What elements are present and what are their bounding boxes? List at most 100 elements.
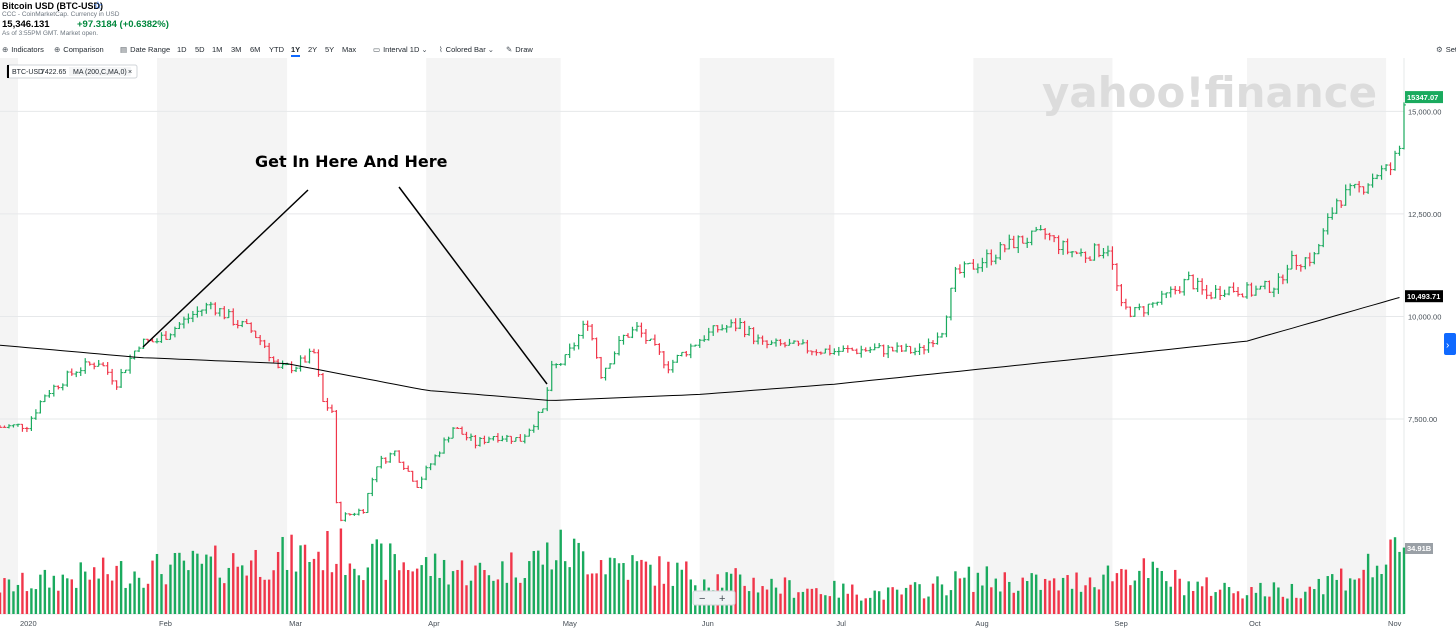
- volume-bar: [182, 560, 186, 614]
- volume-bar: [375, 539, 378, 614]
- star-icon[interactable]: ☆: [93, 0, 103, 12]
- volume-bar: [357, 575, 361, 614]
- volume-bar: [12, 591, 15, 614]
- volume-bar: [1353, 579, 1356, 614]
- volume-bar: [1286, 598, 1289, 614]
- volume-bar: [734, 568, 737, 614]
- volume-bar: [205, 554, 208, 614]
- volume-bar: [532, 550, 535, 614]
- volume-bar: [837, 597, 841, 614]
- range-1d[interactable]: 1D: [177, 45, 187, 54]
- volume-bar: [303, 544, 307, 614]
- plus-circle-icon: ⊕: [2, 45, 9, 54]
- volume-bar: [1344, 590, 1347, 614]
- volume-bar: [155, 553, 159, 614]
- volume-bar: [1043, 578, 1047, 614]
- volume-bar: [815, 588, 818, 614]
- volume-bar: [317, 551, 320, 614]
- range-3m[interactable]: 3M: [231, 45, 242, 54]
- volume-bar: [658, 556, 661, 614]
- volume-bar: [909, 584, 912, 614]
- chart-type-label: Colored Bar: [445, 45, 486, 54]
- volume-bar: [25, 591, 29, 614]
- draw-button[interactable]: ✎ Draw: [506, 45, 533, 54]
- comparison-button[interactable]: ⊕ Comparison: [54, 45, 104, 54]
- volume-bar: [312, 558, 316, 614]
- volume-bar: [353, 568, 356, 614]
- volume-bar: [1308, 586, 1312, 614]
- volume-bar: [846, 593, 849, 614]
- volume-bar: [1299, 598, 1303, 614]
- range-5y[interactable]: 5Y: [325, 45, 335, 54]
- current-price: 15,346.131: [2, 19, 50, 30]
- volume-bar: [249, 560, 253, 614]
- expand-box[interactable]: [1444, 333, 1456, 355]
- price-chart[interactable]: yahoo!finance Get In Here And Here 7,500…: [0, 58, 1456, 640]
- volume-bar: [43, 569, 47, 614]
- volume-bar: [115, 565, 118, 614]
- volume-bar: [321, 570, 325, 614]
- volume-bar: [88, 579, 91, 614]
- volume-bar: [860, 600, 863, 614]
- legend-close-icon[interactable]: ×: [128, 69, 132, 76]
- volume-bar: [738, 574, 742, 614]
- volume-bar: [245, 575, 248, 614]
- volume-bar: [191, 550, 195, 614]
- indicators-button[interactable]: ⊕ Indicators: [2, 45, 44, 54]
- interval-button[interactable]: ▭ Interval 1D ⌄: [373, 45, 431, 54]
- volume-bar: [900, 594, 903, 614]
- volume-bar: [393, 554, 396, 614]
- market-time: As of 3:55PM GMT. Market open.: [2, 30, 99, 37]
- expand-panel-button[interactable]: ›: [1444, 333, 1456, 355]
- volume-bar: [1115, 573, 1119, 614]
- volume-bar: [514, 577, 518, 614]
- settings-button[interactable]: ⚙ Set: [1436, 45, 1456, 54]
- volume-bar: [963, 577, 966, 614]
- volume-bar: [474, 565, 477, 614]
- date-range-label: Date Range: [130, 45, 171, 54]
- range-1m[interactable]: 1M: [212, 45, 223, 54]
- volume-bar: [608, 557, 612, 614]
- volume-bar: [119, 561, 123, 614]
- zoom-out-button[interactable]: −: [699, 593, 705, 605]
- range-5d[interactable]: 5D: [195, 45, 205, 54]
- volume-bar: [886, 587, 890, 614]
- volume-bar: [1057, 590, 1060, 614]
- volume-bar: [1362, 569, 1365, 614]
- volume-bar: [214, 545, 217, 614]
- volume-bar: [389, 543, 392, 614]
- x-tick-label: Sep: [1114, 619, 1127, 628]
- range-6m[interactable]: 6M: [250, 45, 261, 54]
- x-tick-label: Nov: [1388, 619, 1402, 628]
- volume-bar: [877, 591, 881, 614]
- range-2y[interactable]: 2Y: [308, 45, 318, 54]
- volume-bar: [936, 576, 939, 614]
- range-1y[interactable]: 1Y: [291, 45, 301, 57]
- quote-header: Bitcoin USD (BTC-USD) ☆ CCC - CoinMarket…: [0, 0, 1456, 42]
- volume-bar: [770, 578, 773, 614]
- volume-bar: [774, 587, 778, 614]
- ma-chip[interactable]: [69, 67, 131, 76]
- chart-type-button[interactable]: ⌇ Colored Bar ⌄: [439, 45, 497, 54]
- volume-bar: [1034, 574, 1038, 614]
- volume-bar: [747, 591, 751, 614]
- range-ytd[interactable]: YTD: [269, 45, 284, 54]
- range-max[interactable]: Max: [342, 45, 357, 54]
- volume-bar: [196, 553, 199, 614]
- volume-bar: [1317, 578, 1320, 614]
- indicators-label: Indicators: [11, 45, 44, 54]
- volume-bar: [882, 599, 885, 614]
- zoom-controls: − +: [692, 590, 736, 606]
- volume-bar: [16, 584, 20, 614]
- volume-bar: [1281, 596, 1285, 614]
- volume-bar: [505, 582, 509, 614]
- x-tick-label: May: [563, 619, 577, 628]
- zoom-in-button[interactable]: +: [719, 593, 725, 605]
- volume-bar: [918, 584, 921, 614]
- interval-icon: ▭: [373, 45, 381, 54]
- volume-bar: [1111, 581, 1114, 614]
- x-axis: 2020 Feb Mar Apr May Jun Jul Aug Sep Oct Nov: [20, 619, 1402, 628]
- volume-bar: [783, 577, 787, 614]
- volume-bar: [460, 560, 464, 614]
- date-range-button[interactable]: ▤ Date Range: [120, 45, 170, 54]
